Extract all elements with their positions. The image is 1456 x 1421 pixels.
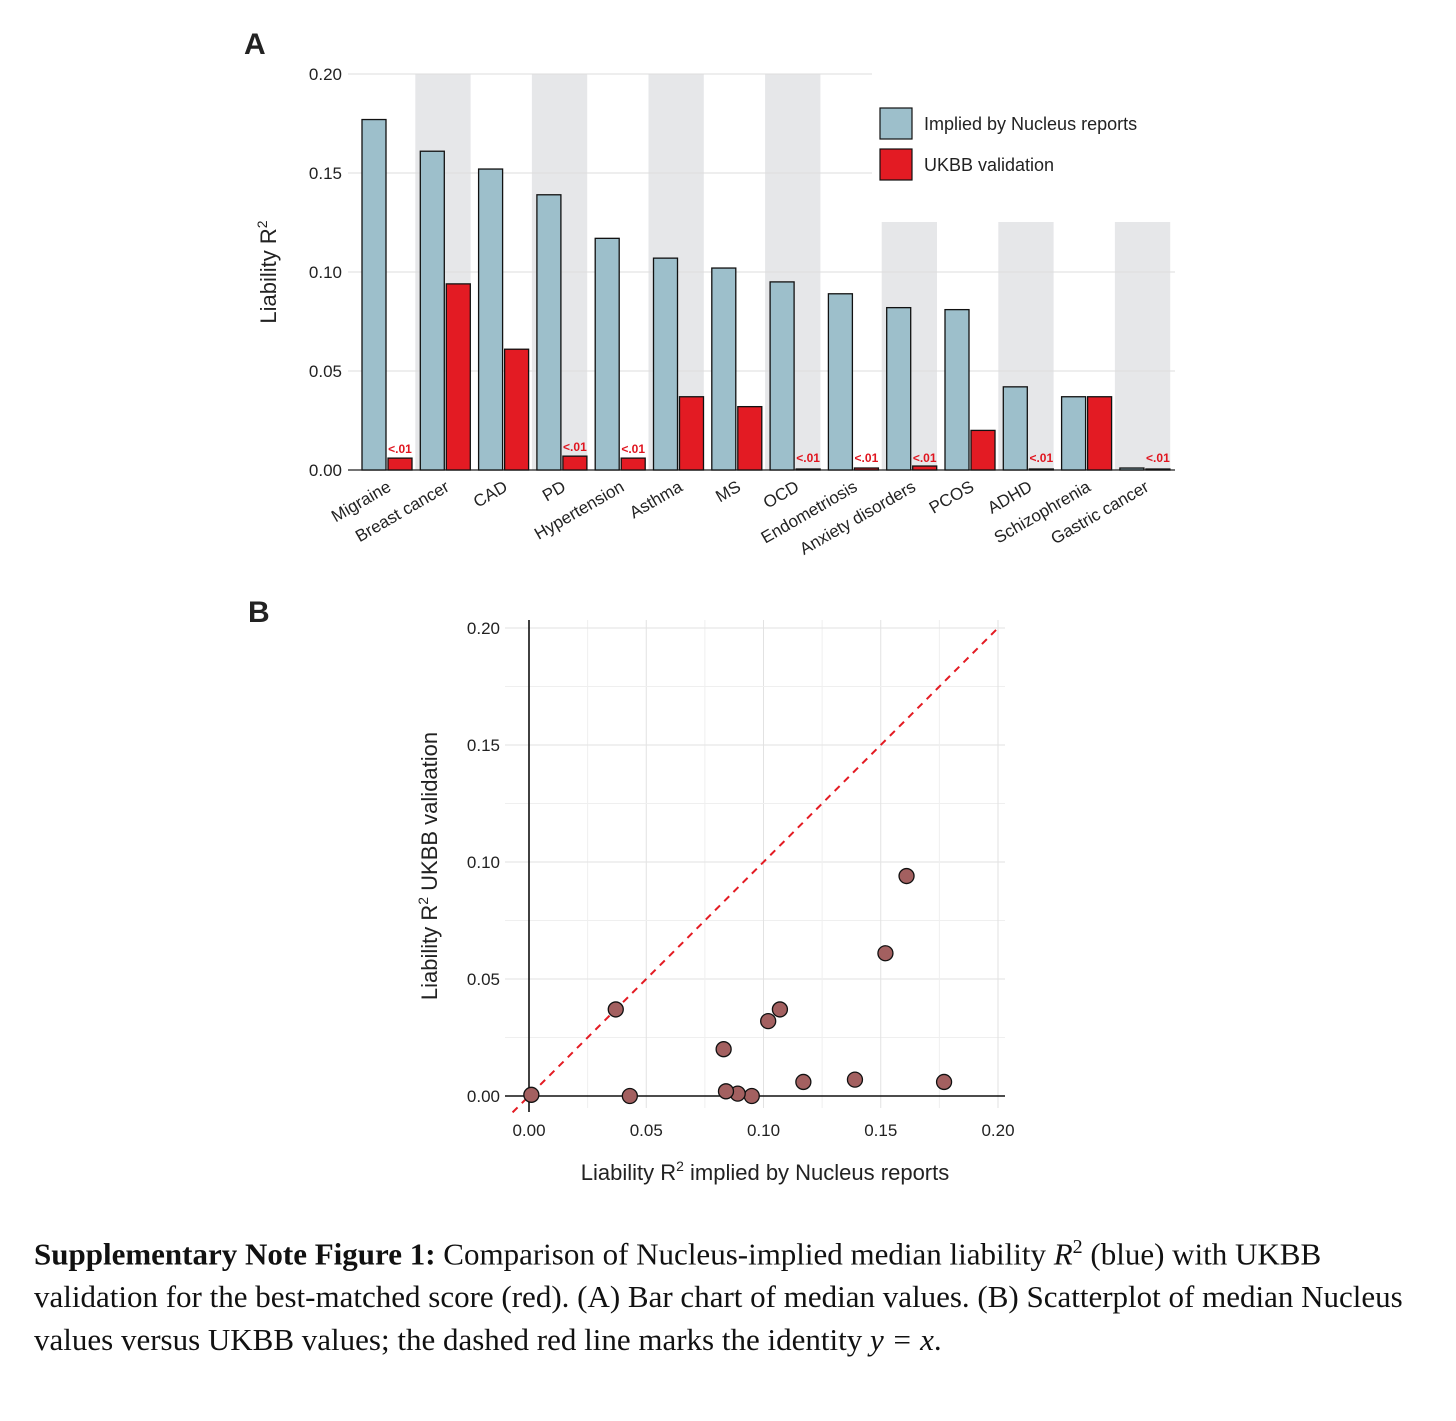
- bar-nucleus: [419, 150, 445, 471]
- x-tick-label: 0.10: [747, 1121, 780, 1140]
- panel-a-label: A: [244, 28, 266, 61]
- bar-ukbb: [445, 283, 471, 471]
- x-tick-label: 0.15: [864, 1121, 897, 1140]
- caption-lead: Supplementary Note Figure 1:: [34, 1236, 436, 1272]
- bar-ukbb: [912, 465, 938, 471]
- y-tick-label: 0.05: [309, 362, 342, 381]
- bar-nucleus: [594, 237, 620, 471]
- scatter-point: [621, 1087, 638, 1105]
- legend: Implied by Nucleus reports UKBB validati…: [879, 107, 1137, 181]
- legend-swatch-ukbb: [879, 148, 913, 181]
- bar-ukbb: [1028, 468, 1054, 471]
- bar-ukbb: [620, 457, 646, 471]
- x-tick-label: 0.00: [512, 1121, 545, 1140]
- scatter-point: [523, 1086, 540, 1103]
- x-category-label: MS: [712, 477, 744, 506]
- y-tick-label: 0.10: [467, 853, 500, 872]
- scatter-point: [717, 1083, 735, 1100]
- bar-nucleus: [361, 118, 387, 471]
- bar-nucleus: [652, 257, 679, 471]
- bar-annotation: <.01: [621, 442, 645, 456]
- bar-nucleus: [711, 267, 737, 471]
- scatter-point: [715, 1041, 732, 1058]
- bar-ukbb: [678, 396, 705, 471]
- bar-nucleus: [944, 308, 970, 471]
- scatter-point: [898, 867, 915, 885]
- bar-chart: 0.00 0.05 0.10 0.15 0.20 <.01 <.01 <.01 <.01 <.0…: [254, 65, 1175, 559]
- bar-chart-y-axis-title: Liability R2: [254, 220, 281, 323]
- caption-text-2: (blue) with UKBB validation for the best…: [34, 1236, 1403, 1358]
- bar-nucleus: [1002, 386, 1028, 471]
- scatter-point: [935, 1073, 953, 1091]
- bar-annotation: <.01: [1146, 451, 1170, 465]
- bar-annotation: <.01: [855, 451, 879, 465]
- x-category-label: OCD: [760, 477, 802, 512]
- bar-ukbb: [503, 348, 530, 471]
- bar-ukbb: [562, 455, 588, 471]
- bar-nucleus: [1119, 467, 1145, 471]
- bar-nucleus: [769, 281, 795, 471]
- bar-nucleus: [536, 194, 562, 471]
- y-tick-label: 0.20: [309, 65, 342, 84]
- bar-ukbb: [853, 467, 880, 471]
- legend-swatch-nucleus: [879, 107, 913, 140]
- y-tick-label: 0.20: [467, 619, 500, 638]
- scatter-chart: 0.00 0.05 0.10 0.15 0.20 0.00 0.05 0.10 0.15 0.20…: [415, 619, 1015, 1185]
- bar-annotation: <.01: [796, 451, 820, 465]
- bar-nucleus: [886, 306, 912, 471]
- bar-nucleus: [827, 293, 854, 471]
- legend-label-nucleus: Implied by Nucleus reports: [924, 114, 1137, 134]
- scatter-point: [760, 1012, 777, 1030]
- scatter-point: [743, 1087, 760, 1105]
- scatter-point: [771, 1001, 789, 1018]
- caption-text-1: Comparison of Nucleus-implied median lia…: [435, 1236, 1054, 1272]
- y-tick-label: 0.00: [467, 1087, 500, 1106]
- y-tick-label: 0.00: [309, 461, 342, 480]
- bar-ukbb: [1145, 468, 1171, 471]
- y-tick-label: 0.15: [467, 736, 500, 755]
- x-category-label: Gastric cancer: [1048, 477, 1153, 548]
- scatter-point: [607, 1001, 624, 1018]
- caption-sup: 2: [1072, 1236, 1083, 1258]
- y-tick-label: 0.15: [309, 164, 342, 183]
- scatter-x-axis-title: Liability R2 implied by Nucleus reports: [581, 1158, 950, 1185]
- x-category-label: PCOS: [926, 477, 977, 518]
- bar-annotation: <.01: [388, 442, 412, 456]
- x-tick-label: 0.05: [630, 1121, 663, 1140]
- y-tick-label: 0.05: [467, 970, 500, 989]
- bar-ukbb: [737, 405, 763, 471]
- scatter-point: [795, 1073, 812, 1091]
- bar-ukbb: [970, 429, 996, 471]
- x-category-label: Asthma: [626, 477, 686, 523]
- bar-annotation: <.01: [913, 451, 937, 465]
- legend-label-ukbb: UKBB validation: [924, 155, 1054, 175]
- scatter-y-axis-title: Liability R2 UKBB validation: [415, 732, 442, 1000]
- bar-ukbb: [1086, 396, 1113, 471]
- caption-end: .: [933, 1322, 942, 1358]
- bar-nucleus: [477, 168, 504, 471]
- x-category-label: CAD: [470, 477, 511, 511]
- bar-annotation: <.01: [563, 440, 587, 454]
- column-shade: [1114, 222, 1171, 470]
- scatter-point: [877, 945, 894, 962]
- caption-r: R: [1053, 1236, 1073, 1272]
- caption-equation: y = x: [869, 1322, 934, 1358]
- scatter-point: [846, 1071, 864, 1088]
- bar-ukbb: [387, 457, 413, 471]
- bar-nucleus: [1060, 396, 1087, 471]
- identity-line: [511, 627, 999, 1114]
- y-tick-label: 0.10: [309, 263, 342, 282]
- bar-annotation: <.01: [1029, 451, 1053, 465]
- figure-caption: Supplementary Note Figure 1: Comparison …: [34, 1226, 1444, 1361]
- x-tick-label: 0.20: [981, 1121, 1014, 1140]
- panel-b-label: B: [248, 596, 270, 629]
- bar-ukbb: [795, 468, 821, 471]
- x-category-label: PD: [539, 477, 569, 505]
